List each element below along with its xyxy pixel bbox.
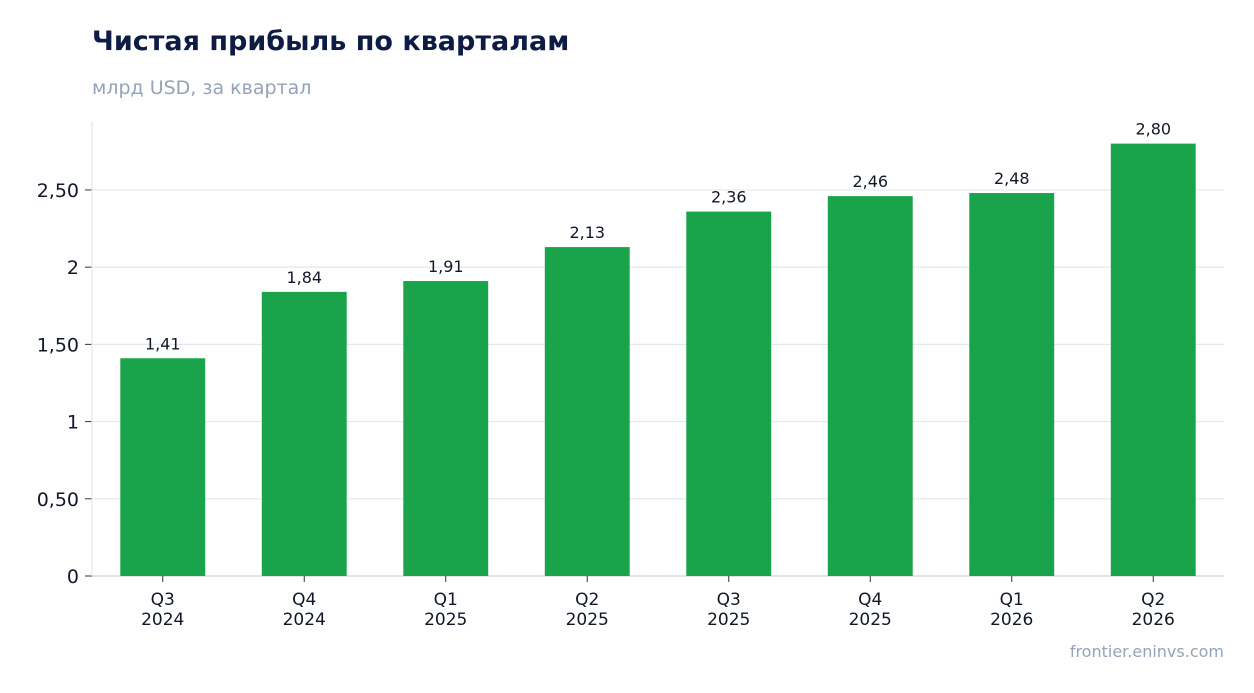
x-tick-label-quarter: Q2 [575,590,599,610]
bar [403,281,489,576]
y-tick-label: 1 [67,412,79,434]
source-note: frontier.eninvs.com [1069,642,1224,661]
bar-value-label: 2,48 [994,169,1030,188]
x-tick-label-year: 2026 [1132,610,1175,630]
bar-value-label: 2,80 [1135,120,1171,139]
bar [969,193,1055,577]
x-tick-label-quarter: Q1 [434,590,458,610]
bar-value-label: 1,84 [286,268,322,287]
bar [544,247,630,576]
x-tick-label-year: 2025 [566,610,609,630]
bar [120,358,206,576]
bar [261,291,347,576]
x-tick-label-quarter: Q3 [717,590,741,610]
y-tick-label: 0,50 [37,489,79,511]
chart-title: Чистая прибыль по кварталам [92,26,570,57]
labels: 1,41Q320241,84Q420241,91Q120252,13Q22025… [141,120,1175,630]
x-tick-label-quarter: Q4 [292,590,316,610]
bar-value-label: 2,46 [852,172,888,191]
bar-value-label: 1,41 [145,334,181,353]
x-tick-label-year: 2025 [849,610,892,630]
x-tick-label-quarter: Q2 [1141,590,1165,610]
bar [1110,143,1196,576]
y-tick-label: 2 [67,257,79,279]
x-tick-label-quarter: Q3 [151,590,175,610]
chart-subtitle: млрд USD, за квартал [92,77,312,99]
x-tick-label-year: 2025 [424,610,467,630]
x-tick-label-year: 2026 [990,610,1033,630]
y-tick-label: 2,50 [37,180,79,202]
y-tick-label: 0 [67,566,79,588]
bar [827,196,913,577]
bar [686,211,772,576]
bar-value-label: 2,13 [569,223,605,242]
x-tick-label-year: 2024 [283,610,326,630]
bar-value-label: 2,36 [711,188,747,207]
bars [120,143,1196,577]
y-tick-label: 1,50 [37,334,79,356]
x-tick-label-year: 2025 [707,610,750,630]
x-tick-label-quarter: Q4 [858,590,882,610]
x-tick-label-quarter: Q1 [1000,590,1024,610]
bar-value-label: 1,91 [428,257,464,276]
x-tick-label-year: 2024 [141,610,184,630]
